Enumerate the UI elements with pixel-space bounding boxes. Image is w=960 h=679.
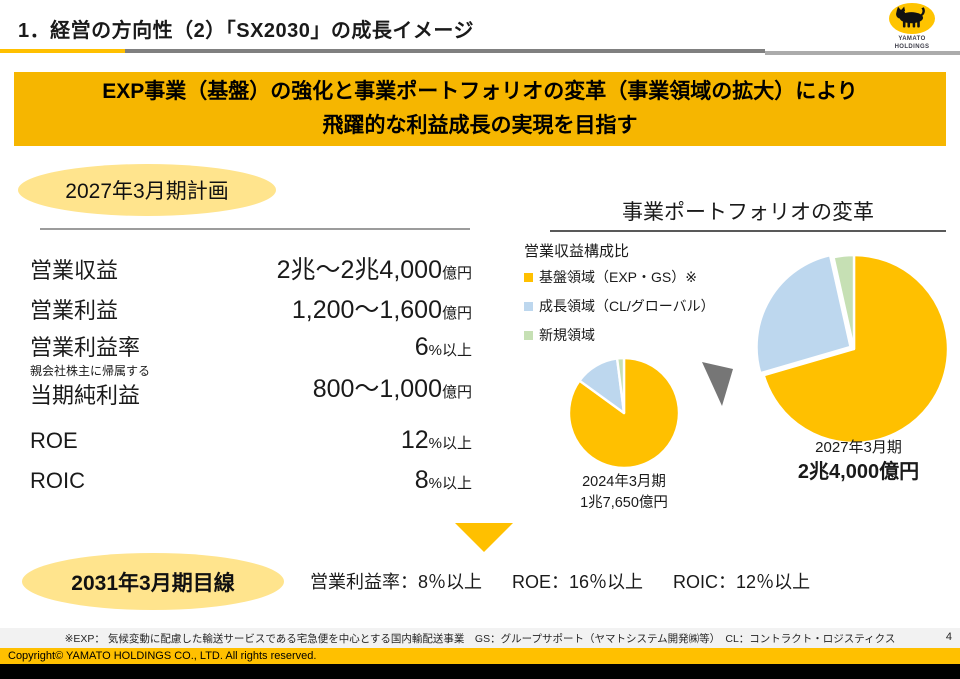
pie-slice-2 — [615, 356, 626, 415]
pie-slice-0 — [762, 253, 950, 445]
legend-label: 成長領域（CL/グローバル） — [539, 298, 715, 314]
metric-row-roe: ROE 12%以上 — [30, 426, 472, 455]
metric-number: 12 — [400, 426, 429, 454]
pie-label-2024: 2024年3月期 1兆7,650億円 — [544, 472, 704, 514]
legend-label: 新規領域 — [539, 327, 595, 343]
target-metric-roic: ROIC：12％以上 — [673, 572, 811, 592]
pie-2024-period: 2024年3月期 — [582, 474, 666, 490]
metric-sublabel: 親会社株主に帰属する — [30, 364, 151, 378]
metric-label: 当期純利益 — [30, 383, 141, 409]
metric-value: 2兆～2兆4,000億円 — [277, 250, 472, 286]
metric-value: 800～1,000億円 — [313, 369, 472, 405]
metric-unit: 億円 — [441, 384, 472, 402]
yamato-cat-icon — [889, 3, 935, 34]
metric-number: 2兆～2兆4,000 — [276, 256, 442, 284]
metric-number: 1,200～1,600 — [291, 296, 442, 324]
metric-number: 8 — [414, 466, 429, 494]
pie-chart-2024 — [567, 356, 681, 470]
pie-2027-total: 2兆4,000億円 — [797, 461, 920, 483]
yamato-logo: YAMATO HOLDINGS — [882, 3, 942, 51]
legend-title: 営業収益構成比 — [524, 243, 630, 260]
metric-label-block: 親会社株主に帰属する 当期純利益 — [30, 364, 150, 410]
logo-line2: HOLDINGS — [894, 43, 930, 50]
page-number: 4 — [945, 631, 952, 643]
target-badge-2031: 2031年3月期目線 — [22, 553, 284, 610]
metric-unit: %以上 — [428, 435, 472, 452]
pie-chart-2027 — [756, 253, 950, 445]
metric-unit: 億円 — [441, 305, 472, 322]
metric-row-roic: ROIC 8%以上 — [30, 466, 472, 495]
banner-line1: EXP事業（基盤）の強化と事業ポートフォリオの変革（事業領域の拡大）により — [102, 80, 858, 104]
title-underline-light — [765, 51, 960, 55]
legend-label: 基盤領域（EXP・GS）※ — [539, 269, 697, 285]
metric-label: ROE — [30, 428, 78, 453]
metric-row-revenue: 営業収益 2兆～2兆4,000億円 — [30, 250, 472, 286]
plan-badge-2027: 2027年3月期計画 — [18, 164, 276, 216]
transition-arrow-icon — [702, 362, 733, 406]
metric-label: 営業収益 — [30, 258, 119, 283]
legend-swatch-0 — [524, 272, 533, 282]
target-metrics: 営業利益率：8％以上 ROE：16％以上 ROIC：12％以上 — [310, 568, 810, 594]
pie-2024-total: 1兆7,650億円 — [580, 495, 668, 512]
copyright-bar: Copyright© YAMATO HOLDINGS CO., LTD. All… — [0, 648, 960, 664]
page-title: 1．経営の方向性（2）「SX2030」の成長イメージ — [18, 20, 475, 42]
banner-line2: 飛躍的な利益成長の実現を目指す — [322, 114, 638, 137]
portfolio-underline — [550, 230, 946, 232]
footnote: ※EXP： 気候変動に配慮した輸送サービスである宅急便を中心とする国内輸配送事業… — [0, 628, 960, 648]
metric-number: 800～1,000 — [312, 375, 442, 404]
metric-value: 8%以上 — [415, 466, 472, 495]
portfolio-title: 事業ポートフォリオの変革 — [622, 201, 874, 224]
yamato-logo-text: YAMATO HOLDINGS — [882, 36, 942, 51]
bottom-black-bar — [0, 664, 960, 679]
metric-label: ROIC — [30, 468, 85, 493]
metric-unit: 億円 — [441, 265, 472, 282]
title-underline-yellow — [0, 49, 125, 53]
legend-item-base: 基盤領域（EXP・GS）※ — [524, 267, 715, 287]
pie-label-2027: 2027年3月期 2兆4,000億円 — [766, 437, 951, 486]
plan-separator-line — [40, 228, 470, 230]
metric-label: 営業利益 — [30, 298, 119, 323]
metric-value: 12%以上 — [401, 426, 472, 455]
pie-2027-period: 2027年3月期 — [815, 439, 902, 456]
legend-swatch-2 — [524, 330, 533, 340]
metric-row-operating-margin: 営業利益率 6%以上 — [30, 330, 472, 362]
legend-item-new: 新規領域 — [524, 325, 715, 345]
metric-value: 6%以上 — [415, 333, 472, 362]
metric-unit: %以上 — [428, 342, 472, 359]
metric-number: 6 — [414, 333, 429, 361]
down-arrow-icon — [455, 523, 513, 552]
target-metric-roe: ROE：16％以上 — [512, 572, 644, 592]
metric-row-operating-profit: 営業利益 1,200～1,600億円 — [30, 290, 472, 326]
legend-item-growth: 成長領域（CL/グローバル） — [524, 296, 715, 316]
metric-value: 1,200～1,600億円 — [292, 290, 472, 326]
target-metric-margin: 営業利益率：8％以上 — [310, 572, 483, 592]
key-message-banner: EXP事業（基盤）の強化と事業ポートフォリオの変革（事業領域の拡大）により 飛躍… — [14, 72, 946, 146]
title-underline-gray — [125, 49, 765, 53]
metric-unit: %以上 — [428, 475, 472, 492]
logo-line1: YAMATO — [898, 36, 926, 42]
metric-label: 営業利益率 — [30, 335, 141, 360]
metric-row-net-income: 親会社株主に帰属する 当期純利益 800～1,000億円 — [30, 364, 472, 410]
pie-legend: 営業収益構成比 基盤領域（EXP・GS）※ 成長領域（CL/グローバル） 新規領… — [524, 240, 715, 354]
legend-swatch-1 — [524, 301, 533, 311]
pie-slice-2 — [832, 253, 856, 351]
pie-slice-1 — [756, 254, 852, 375]
